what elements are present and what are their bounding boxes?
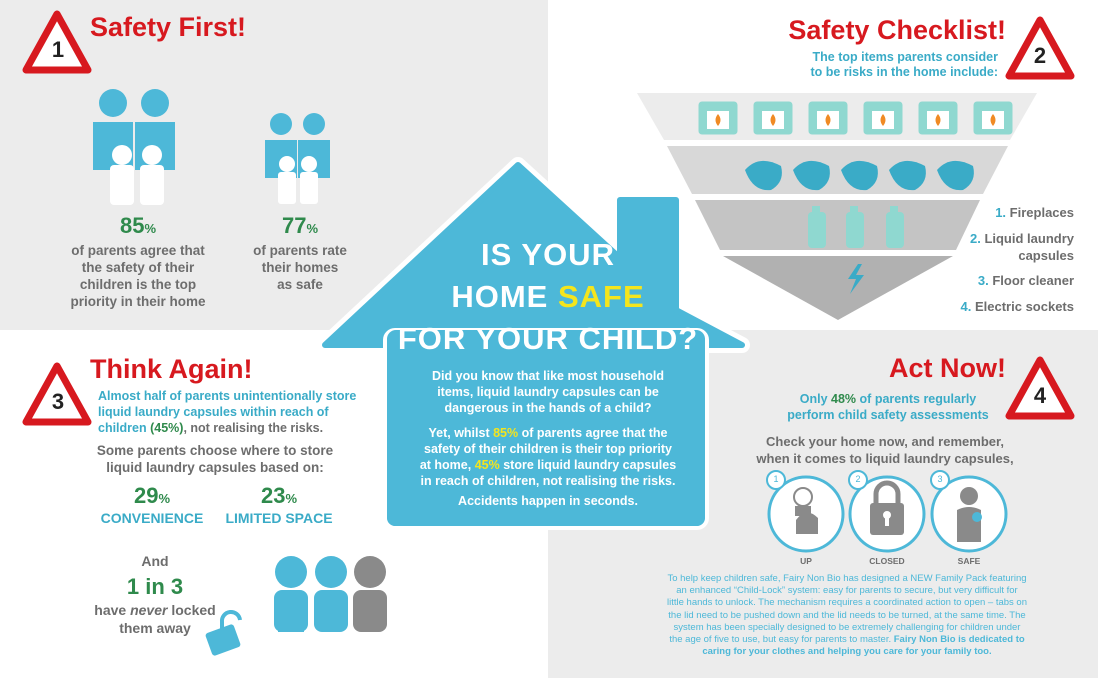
section-heading: Safety Checklist!: [788, 15, 1006, 45]
main-title-line2: HOME SAFE: [451, 279, 645, 314]
one-in-three: 1 in 3: [126, 574, 184, 599]
center-para1: Did you know that like most household ite…: [432, 369, 664, 415]
stat-85: 85%: [119, 213, 157, 238]
unlocked-padlock-icon: [205, 610, 242, 656]
center-para3: Accidents happen in seconds.: [458, 494, 638, 508]
warning-triangle-icon: [22, 362, 92, 426]
family-icon: [265, 113, 330, 204]
section-number: 3: [51, 389, 65, 414]
stat-23: 23%: [260, 483, 298, 508]
section-intro: The top items parents consider to be risk…: [810, 50, 998, 79]
step-number: 1: [773, 474, 779, 484]
stat-23-label: LIMITED SPACE: [225, 510, 333, 526]
never-locked-label: have never locked: [94, 602, 216, 618]
step-number: 2: [855, 474, 861, 484]
section-number: 2: [1033, 43, 1047, 68]
risk-list: 1. Fireplaces 2. Liquid laundry capsules …: [910, 204, 1074, 315]
stat-77-label: of parents rate their homes as safe: [253, 243, 347, 292]
main-title-line1: IS YOUR: [481, 237, 615, 272]
stat-29-label: CONVENIENCE: [100, 510, 204, 526]
stat-77: 77%: [281, 213, 319, 238]
people-icon: [274, 556, 387, 632]
and-label: And: [141, 553, 169, 569]
capsule-icons: [745, 160, 974, 191]
warning-triangle-icon: [1005, 16, 1075, 80]
risk-item: 4. Electric sockets: [960, 299, 1074, 314]
check-text: Check your home now, and remember, when i…: [756, 434, 1014, 466]
section-number: 1: [51, 37, 65, 62]
risk-item: 2. Liquid laundry capsules: [969, 231, 1074, 263]
house-shape: [317, 157, 750, 530]
stat-85-label: of parents agree that the safety of their…: [70, 243, 206, 309]
fireplace-icons: [698, 101, 1013, 135]
step-label-safe: SAFE: [957, 556, 981, 566]
family-icon: [93, 89, 175, 205]
step-label-closed: CLOSED: [869, 556, 905, 566]
section-intro: Only 48% of parents regularly perform ch…: [787, 392, 989, 422]
risk-item: 1. Fireplaces: [995, 205, 1074, 220]
center-para2: Yet, whilst 85% of parents agree that th…: [419, 426, 677, 488]
main-title-line3: FOR YOUR CHILD?: [397, 321, 699, 356]
section-number: 4: [1033, 383, 1047, 408]
step-circles: [766, 470, 1008, 553]
floor-cleaner-icons: [808, 206, 904, 248]
section-heading: Think Again!: [90, 354, 253, 384]
warning-triangle-icon: [1005, 356, 1075, 420]
product-description: To help keep children safe, Fairy Non Bi…: [667, 573, 1027, 658]
section-heading: Act Now!: [889, 353, 1006, 383]
step-number: 3: [937, 474, 943, 484]
section-heading: Safety First!: [90, 12, 247, 42]
warning-triangle-icon: [22, 10, 92, 74]
electric-socket-icon: [848, 264, 864, 294]
section-sub: Some parents choose where to store liquid…: [96, 443, 334, 475]
section-intro: Almost half of parents unintentionally s…: [98, 389, 357, 435]
stat-29: 29%: [133, 483, 171, 508]
them-away-label: them away: [119, 620, 191, 636]
step-label-up: UP: [800, 556, 812, 566]
risk-item: 3. Floor cleaner: [977, 273, 1074, 288]
